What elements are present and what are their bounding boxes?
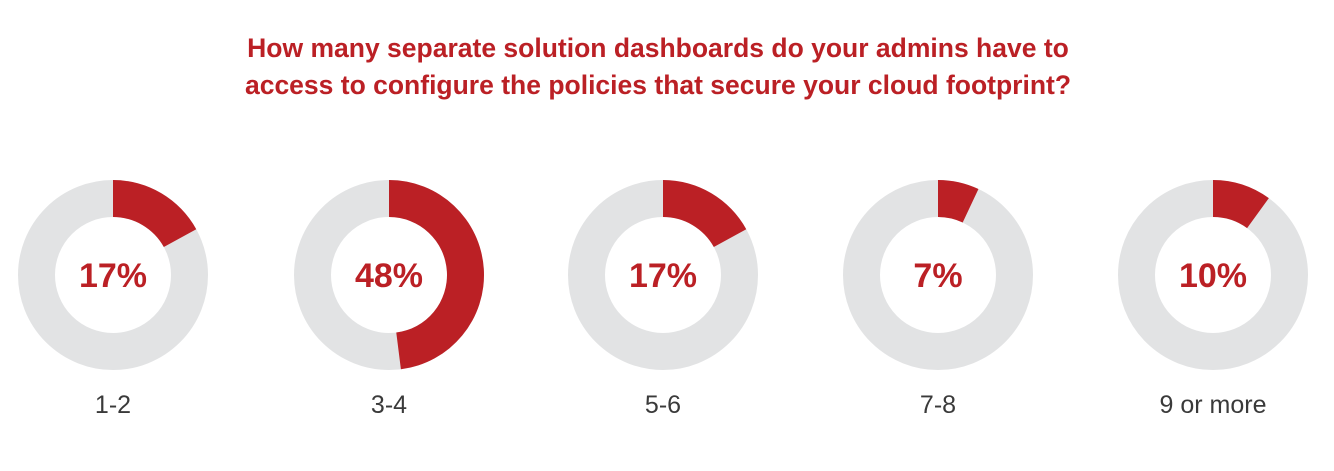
donut-value-label: 17% [629, 257, 697, 295]
donut-category-label: 7-8 [920, 391, 956, 419]
donut-2: 48% 3-4 [294, 179, 485, 419]
donut-category-label: 5-6 [645, 391, 681, 419]
donut-value-label: 7% [913, 257, 962, 295]
donut-3: 17% 5-6 [568, 180, 758, 419]
donut-5: 10% 9 or more [1118, 180, 1308, 419]
donut-value-label: 17% [79, 257, 147, 295]
donut-1: 17% 1-2 [18, 180, 208, 419]
donut-slice [938, 180, 979, 223]
chart-title-line-1: How many separate solution dashboards do… [247, 33, 1069, 63]
donut-value-label: 48% [355, 257, 423, 295]
donut-4: 7% 7-8 [843, 180, 1033, 419]
donut-slice [663, 180, 747, 248]
donut-category-label: 1-2 [95, 391, 131, 419]
donut-category-label: 9 or more [1160, 391, 1267, 419]
chart-title-line-2: access to configure the policies that se… [244, 70, 1072, 100]
chart-title: How many separate solution dashboards do… [0, 30, 1316, 104]
donut-value-label: 10% [1179, 257, 1247, 295]
donut-slice [1213, 180, 1269, 229]
donut-category-label: 3-4 [371, 391, 407, 419]
donut-slice [389, 179, 485, 370]
donut-slice [113, 180, 197, 248]
